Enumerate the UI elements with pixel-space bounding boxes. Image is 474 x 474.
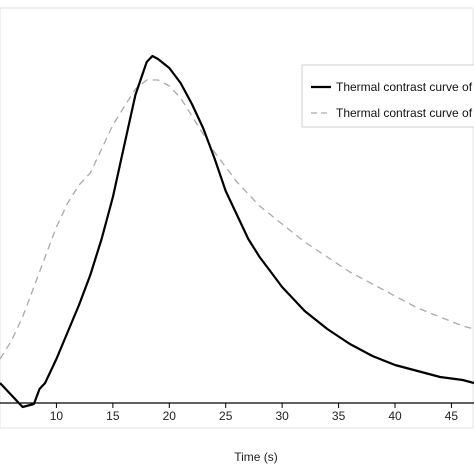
x-tick-label: 25 (219, 409, 233, 423)
legend-box (301, 64, 474, 128)
legend-label-solid: Thermal contrast curve of t (336, 80, 474, 94)
x-tick-label: 15 (106, 409, 120, 423)
x-tick-label: 30 (275, 409, 289, 423)
series-layer (0, 54, 474, 409)
plot-frame (0, 7, 474, 429)
legend-label-dashed: Thermal contrast curve of t (336, 106, 474, 120)
x-tick-label: 45 (445, 409, 459, 423)
x-tick-label: 20 (163, 409, 177, 423)
x-tick-label: 40 (388, 409, 402, 423)
x-tick-label: 10 (50, 409, 64, 423)
x-tick-label: 35 (332, 409, 346, 423)
series-line-dashed (0, 79, 474, 360)
legend: Thermal contrast curve of t Thermal cont… (301, 64, 474, 128)
x-axis-title: Time (s) (234, 450, 278, 464)
x-axis: 10 15 20 25 30 35 40 45 (0, 402, 474, 423)
series-line-solid (0, 54, 474, 409)
